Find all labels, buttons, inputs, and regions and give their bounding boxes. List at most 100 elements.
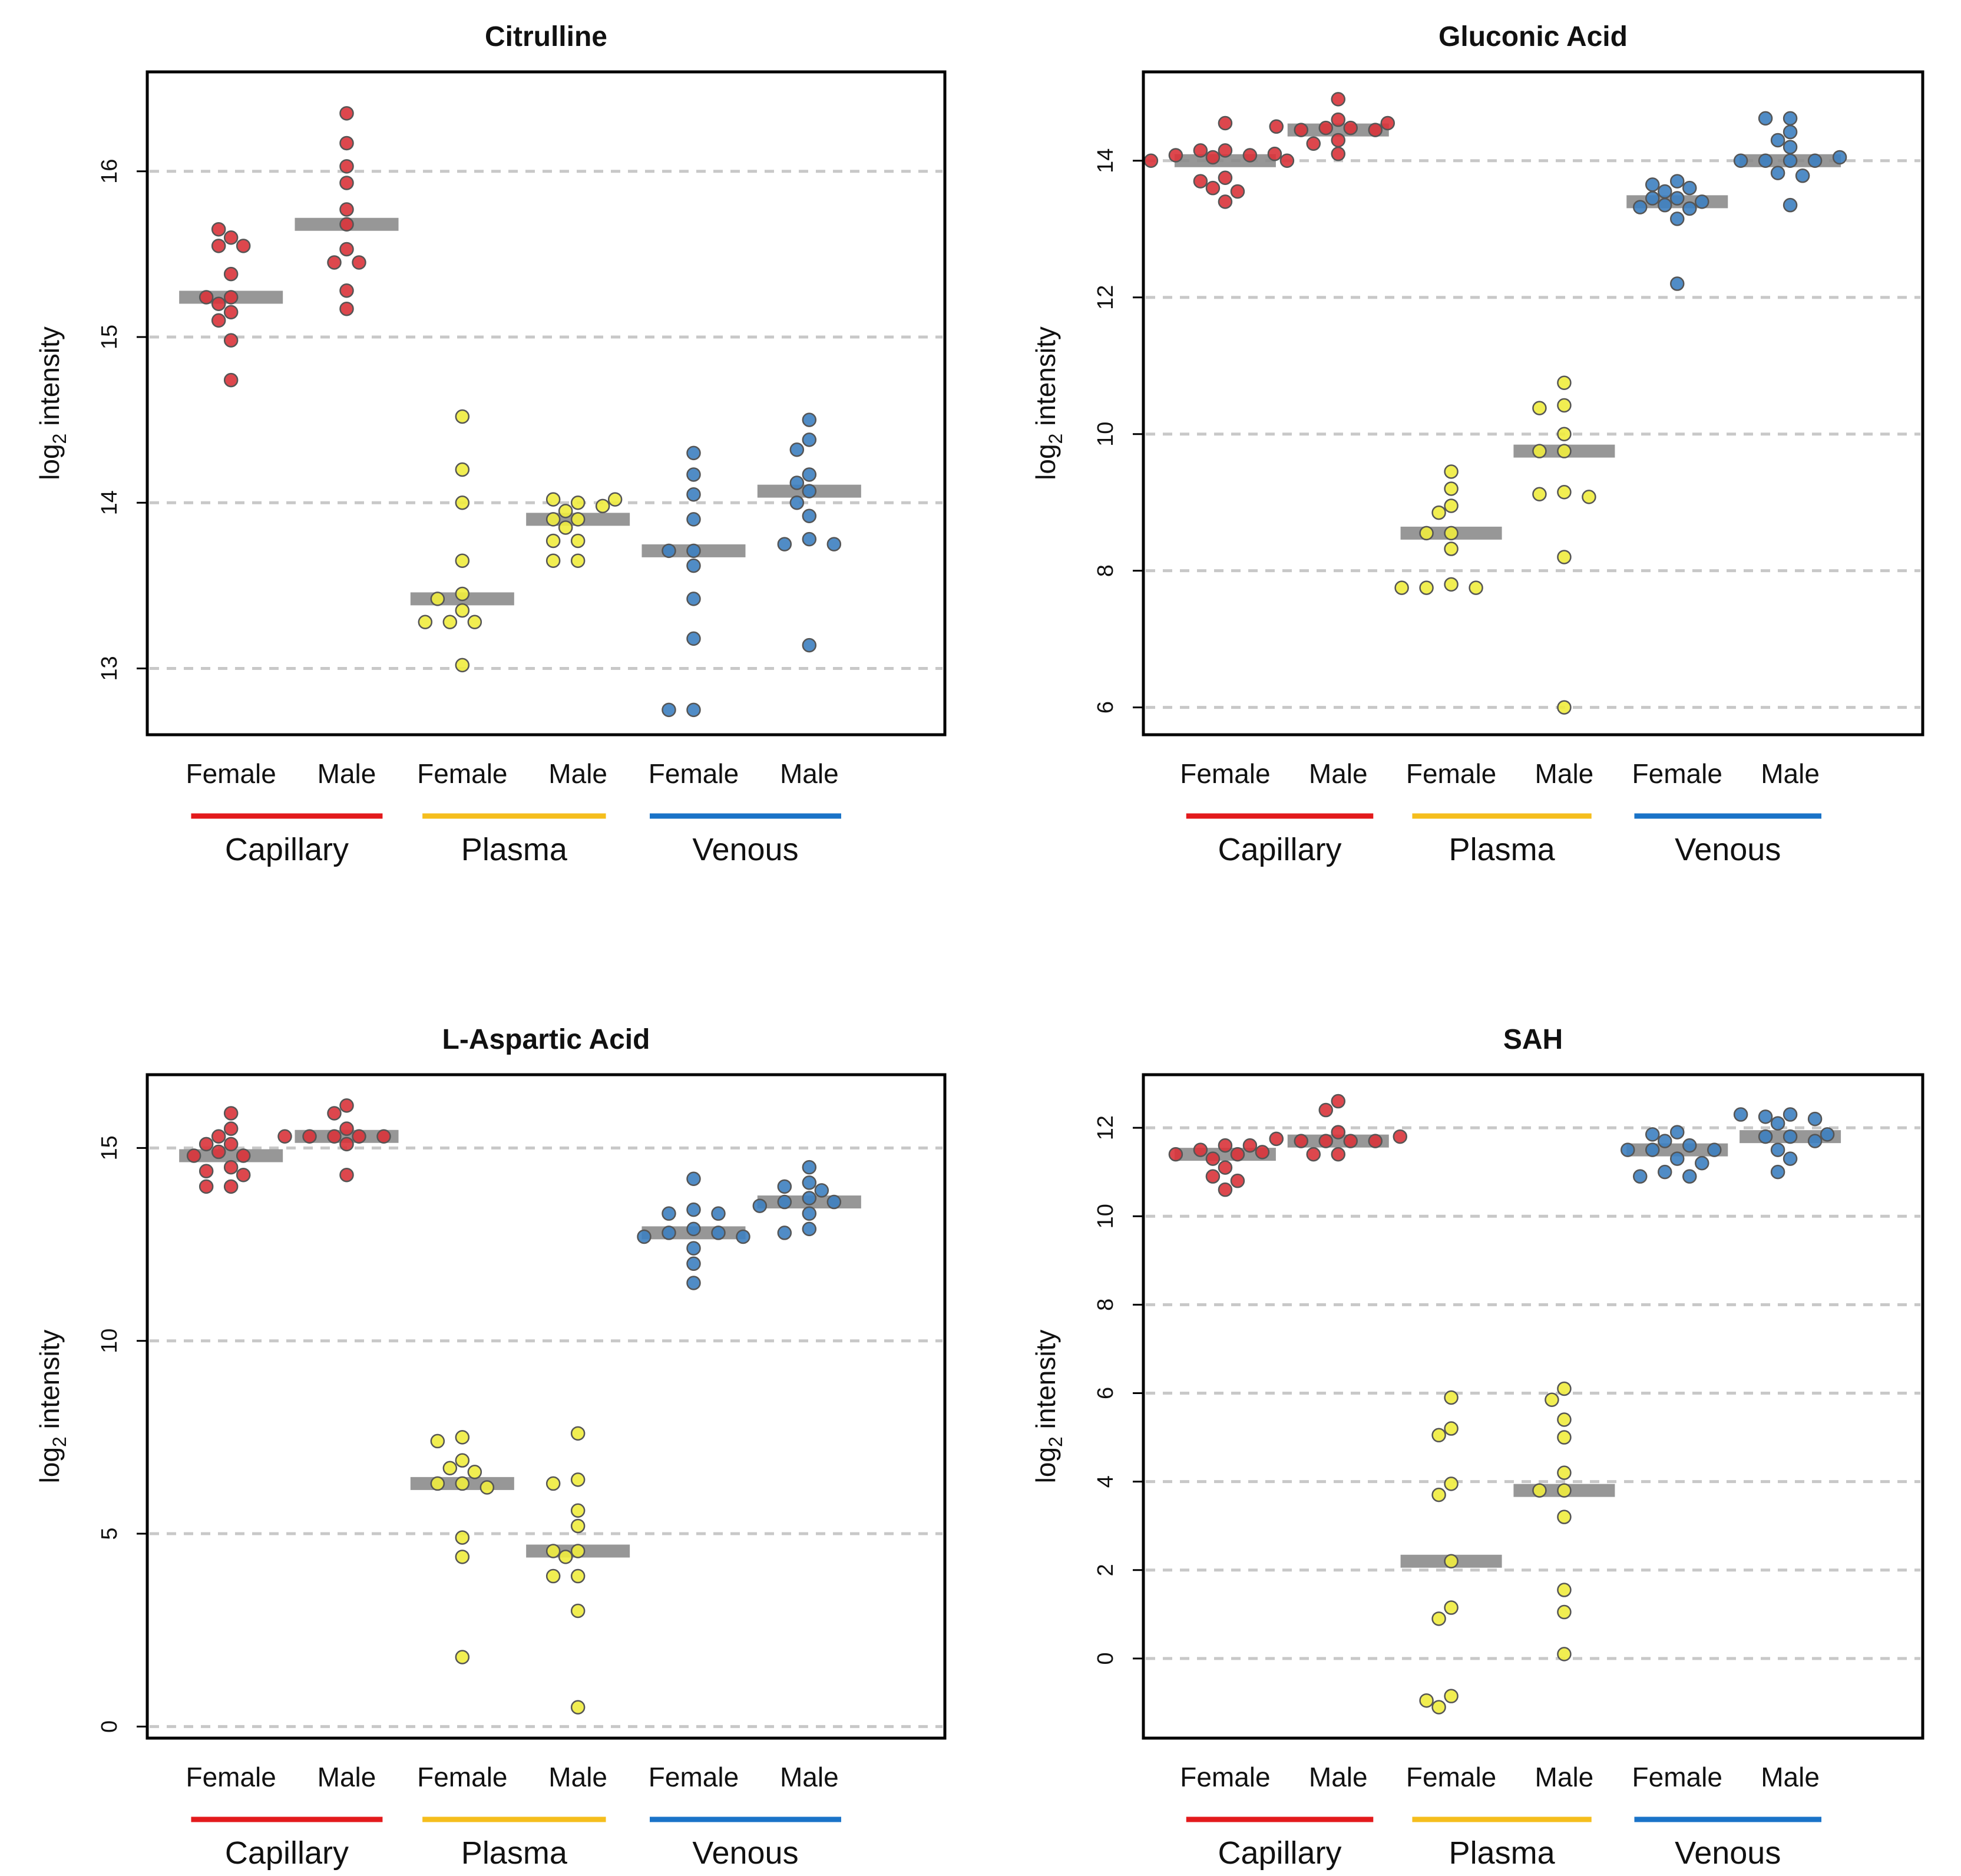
data-point: [1294, 1134, 1308, 1148]
data-point: [1770, 1116, 1785, 1131]
data-point: [1267, 146, 1282, 161]
series-venous-male: [752, 1160, 861, 1240]
y-axis-label-log: log: [1030, 1447, 1061, 1483]
data-point: [1557, 398, 1572, 413]
data-point: [607, 492, 623, 507]
data-point: [1557, 550, 1572, 564]
data-point: [711, 1206, 726, 1221]
data-point: [339, 136, 354, 151]
series-plasma-female: [410, 1430, 514, 1664]
y-tick-label: 16: [97, 159, 122, 184]
series-capillary-male: [1269, 92, 1395, 161]
series-venous-male: [1733, 111, 1847, 213]
data-point: [467, 615, 482, 629]
data-point: [662, 1206, 676, 1221]
data-point: [236, 239, 251, 253]
data-point: [1733, 1107, 1748, 1122]
data-point: [802, 467, 817, 482]
data-point: [1380, 115, 1395, 131]
data-point: [1532, 487, 1547, 502]
data-point: [1444, 1600, 1459, 1615]
data-point: [223, 266, 239, 282]
x-label-male: Male: [780, 758, 839, 789]
data-point: [637, 1229, 652, 1244]
data-point: [1444, 1477, 1459, 1491]
data-point: [455, 586, 470, 602]
chart-title: SAH: [1503, 1024, 1563, 1055]
data-point: [826, 537, 842, 551]
data-point: [1242, 148, 1258, 163]
series-capillary-female: [179, 1106, 283, 1194]
y-tick-label: 14: [97, 490, 122, 515]
data-point: [1557, 700, 1572, 715]
data-point: [545, 553, 561, 568]
series-plasma-male: [526, 492, 630, 568]
data-point: [545, 1568, 561, 1584]
data-point: [199, 290, 214, 305]
data-point: [1557, 1465, 1572, 1480]
x-label-female: Female: [649, 758, 739, 789]
data-point: [1205, 1169, 1221, 1184]
data-point: [662, 702, 676, 718]
data-point: [736, 1229, 750, 1244]
data-point: [1783, 153, 1798, 169]
data-point: [236, 1148, 251, 1163]
series-plasma-male: [1513, 375, 1615, 715]
series-plasma-female: [410, 409, 514, 673]
data-point: [570, 533, 586, 549]
y-tick-label: 4: [1093, 1475, 1118, 1488]
data-point: [1444, 526, 1459, 541]
data-point: [1218, 194, 1233, 209]
data-point: [686, 1276, 701, 1290]
data-point: [1444, 1421, 1459, 1436]
data-point: [1758, 111, 1773, 126]
data-point: [1242, 1138, 1258, 1153]
data-point: [802, 1221, 817, 1237]
data-point: [1444, 577, 1459, 592]
data-point: [1682, 201, 1697, 216]
data-point: [1269, 1131, 1284, 1147]
data-point: [211, 239, 226, 253]
data-point: [455, 1453, 470, 1468]
data-point: [1633, 1169, 1648, 1184]
data-point: [1557, 1430, 1572, 1445]
data-point: [1193, 143, 1208, 158]
data-point: [455, 553, 470, 568]
y-tick-label: 2: [1093, 1564, 1118, 1576]
data-point: [211, 222, 226, 237]
data-point: [570, 1544, 586, 1558]
data-point: [1205, 180, 1221, 196]
data-point: [1343, 1134, 1358, 1148]
data-point: [1205, 150, 1221, 165]
data-point: [1193, 1142, 1208, 1157]
data-point: [1431, 1700, 1446, 1715]
x-label-male: Male: [1309, 758, 1368, 789]
data-point: [1645, 1142, 1660, 1157]
data-point: [1832, 150, 1847, 165]
group-label-capillary: Capillary: [1218, 832, 1341, 867]
y-axis-label-subscript: 2: [49, 434, 70, 444]
x-label-female: Female: [649, 1762, 739, 1792]
data-point: [1205, 1151, 1221, 1166]
data-point: [1444, 1689, 1459, 1703]
data-point: [1419, 1693, 1434, 1708]
data-point: [418, 615, 433, 629]
data-point: [455, 409, 470, 424]
x-label-male: Male: [780, 1762, 839, 1792]
data-point: [1807, 1111, 1823, 1127]
data-point: [570, 1503, 586, 1518]
data-point: [1582, 490, 1596, 504]
series-capillary-female: [1168, 1138, 1276, 1197]
data-point: [1645, 191, 1660, 206]
series-plasma-female: [1400, 1390, 1502, 1715]
data-point: [1795, 169, 1810, 183]
data-point: [1444, 498, 1459, 513]
data-point: [1331, 146, 1345, 161]
x-label-male: Male: [1535, 1762, 1594, 1792]
data-point: [223, 1121, 239, 1136]
data-point: [467, 1465, 482, 1479]
data-point: [1695, 1155, 1709, 1171]
data-point: [1557, 427, 1572, 441]
x-label-female: Female: [1180, 1762, 1270, 1792]
